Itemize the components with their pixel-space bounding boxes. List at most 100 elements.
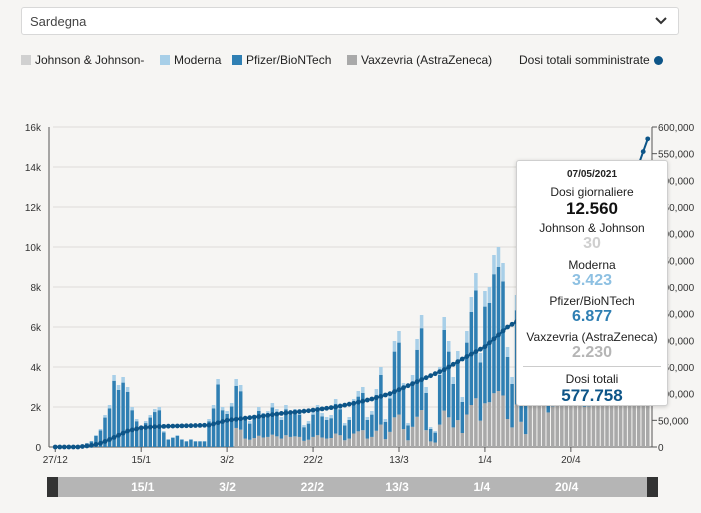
total-doses-point bbox=[61, 444, 67, 450]
bar-segment-pfz bbox=[198, 441, 202, 447]
bar-segment-az bbox=[623, 401, 627, 447]
total-doses-point bbox=[387, 391, 393, 397]
total-doses-point bbox=[170, 423, 176, 429]
x-tick-label: 20/4 bbox=[561, 455, 581, 466]
bar-segment-pfz bbox=[446, 351, 451, 418]
total-doses-point bbox=[288, 410, 293, 415]
region-select[interactable]: Sardegna bbox=[21, 7, 679, 35]
tooltip-pfizer-label: Pfizer/BioNTech bbox=[549, 294, 635, 308]
total-doses-point bbox=[319, 406, 325, 412]
bar-segment-az bbox=[600, 402, 605, 447]
y-right-tick-label: 0 bbox=[658, 443, 664, 454]
bar-segment-mod bbox=[238, 385, 243, 392]
bar-segment-mod bbox=[446, 341, 451, 352]
bar-segment-mod bbox=[469, 297, 474, 312]
total-doses-point bbox=[369, 396, 375, 402]
bar-segment-pfz bbox=[189, 439, 193, 447]
legend-item-moderna[interactable]: Moderna bbox=[160, 53, 221, 67]
navigator-handle-right[interactable] bbox=[647, 477, 658, 497]
total-doses-point bbox=[111, 435, 117, 440]
total-doses-point bbox=[102, 439, 108, 444]
bar-segment-mod bbox=[456, 351, 460, 361]
bar-segment-az bbox=[266, 436, 270, 447]
bar-segment-az bbox=[456, 420, 460, 447]
bar-segment-az bbox=[406, 440, 410, 447]
bar-segment-mod bbox=[496, 247, 501, 267]
bar-segment-pfz bbox=[107, 408, 112, 447]
bar-segment-pfz bbox=[383, 421, 388, 440]
bar-segment-pfz bbox=[193, 441, 198, 447]
total-doses-point bbox=[487, 340, 492, 346]
bar-segment-az bbox=[234, 427, 238, 447]
legend-item-jj[interactable]: Johnson & Johnson- bbox=[21, 53, 144, 67]
bar-segment-az bbox=[618, 402, 623, 447]
legend-swatch-moderna bbox=[160, 55, 170, 65]
total-doses-point bbox=[405, 383, 411, 389]
bar-segment-pfz bbox=[103, 417, 107, 447]
legend-item-pfizer[interactable]: Pfizer/BioNTech bbox=[232, 53, 331, 67]
y-right-tick-label: 300,000 bbox=[658, 283, 695, 294]
bar-segment-pfz bbox=[247, 423, 252, 440]
bar-segment-az bbox=[437, 424, 442, 447]
bar-segment-pfz bbox=[388, 398, 392, 432]
bar-segment-az bbox=[442, 410, 446, 447]
y-left-tick-label: 2k bbox=[30, 403, 42, 414]
bar-segment-mod bbox=[465, 331, 469, 343]
bar-segment-mod bbox=[311, 411, 315, 415]
bar-segment-az bbox=[537, 399, 541, 447]
bar-segment-az bbox=[365, 438, 370, 447]
bar-segment-mod bbox=[162, 431, 166, 433]
bar-segment-pfz bbox=[220, 410, 225, 447]
chart-tooltip: 07/05/2021 Dosi giornaliere 12.560 Johns… bbox=[516, 160, 668, 406]
navigator-handle-left[interactable] bbox=[47, 477, 58, 497]
bar-segment-mod bbox=[171, 437, 175, 438]
bar-segment-az bbox=[338, 435, 342, 447]
tooltip-separator bbox=[523, 366, 661, 367]
total-doses-point bbox=[98, 440, 103, 446]
total-doses-point bbox=[89, 443, 94, 448]
bar-segment-az bbox=[587, 406, 591, 447]
y-right-tick-label: 400,000 bbox=[658, 230, 695, 241]
bar-segment-az bbox=[383, 439, 388, 447]
bar-segment-az bbox=[505, 419, 510, 447]
bar-segment-az bbox=[297, 436, 302, 447]
bar-segment-pfz bbox=[324, 420, 329, 439]
bar-segment-az bbox=[523, 434, 528, 447]
total-doses-point bbox=[333, 404, 339, 410]
bar-segment-az bbox=[573, 402, 578, 447]
bar-segment-pfz bbox=[180, 439, 184, 447]
range-navigator[interactable]: 15/1 3/2 22/2 13/3 1/4 20/4 bbox=[47, 477, 658, 497]
legend-item-total[interactable]: Dosi totali somministrate bbox=[519, 53, 663, 67]
bar-segment-az bbox=[465, 414, 469, 447]
bar-segment-az bbox=[333, 433, 338, 447]
bar-segment-mod bbox=[370, 411, 374, 415]
bar-segment-pfz bbox=[125, 391, 130, 447]
bar-segment-mod bbox=[347, 417, 351, 420]
total-doses-point bbox=[292, 409, 298, 415]
bar-segment-pfz bbox=[370, 414, 374, 437]
bar-segment-az bbox=[284, 435, 288, 447]
bar-segment-pfz bbox=[428, 429, 433, 442]
bar-segment-mod bbox=[103, 415, 107, 418]
total-doses-point bbox=[206, 422, 212, 428]
bar-segment-pfz bbox=[424, 393, 428, 431]
bar-segment-az bbox=[410, 426, 415, 447]
total-doses-point bbox=[441, 367, 447, 373]
bar-segment-pfz bbox=[148, 417, 152, 447]
y-right-tick-label: 200,000 bbox=[658, 336, 695, 347]
bar-segment-mod bbox=[356, 391, 361, 397]
bar-segment-pfz bbox=[451, 384, 456, 428]
bar-segment-mod bbox=[460, 397, 465, 402]
bar-segment-pfz bbox=[171, 437, 175, 447]
total-doses-point bbox=[57, 444, 63, 450]
bar-segment-mod bbox=[361, 387, 365, 393]
navigator-label: 22/2 bbox=[300, 480, 325, 494]
bar-segment-pfz bbox=[112, 380, 116, 447]
bar-segment-az bbox=[451, 427, 456, 447]
bar-segment-mod bbox=[383, 419, 388, 422]
y-right-tick-label: 250,000 bbox=[658, 310, 695, 321]
legend-item-az[interactable]: Vaxzevria (AstraZeneca) bbox=[347, 53, 492, 67]
chevron-down-icon bbox=[655, 17, 667, 25]
total-doses-point bbox=[392, 389, 397, 395]
total-doses-point bbox=[414, 379, 420, 385]
